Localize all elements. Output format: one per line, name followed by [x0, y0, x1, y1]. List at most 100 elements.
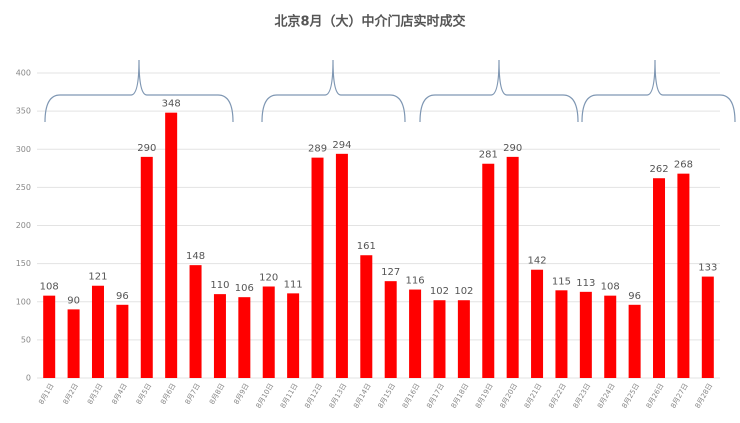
- value-label: 294: [332, 140, 351, 151]
- value-label: 113: [576, 278, 595, 289]
- value-label: 290: [503, 143, 522, 154]
- y-tick-label: 350: [16, 107, 31, 116]
- x-tick-label: 8月4日: [110, 382, 128, 406]
- chart-title: 北京8月（大）中介门店实时成交: [274, 14, 465, 30]
- x-tick-label: 8月27日: [669, 382, 690, 410]
- bar: [604, 295, 617, 378]
- x-tick-label: 8月10日: [255, 382, 276, 410]
- bar: [116, 304, 129, 378]
- bar: [140, 156, 153, 378]
- value-label: 127: [381, 267, 400, 278]
- value-label: 96: [628, 291, 641, 302]
- x-tick-label: 8月11日: [279, 382, 300, 410]
- bar: [213, 294, 226, 378]
- x-tick-label: 8月24日: [596, 382, 617, 410]
- x-tick-label: 8月20日: [499, 382, 520, 410]
- y-tick-label: 400: [16, 69, 31, 78]
- x-tick-label: 8月12日: [303, 382, 324, 410]
- bar: [531, 269, 544, 378]
- braces: [44, 59, 736, 123]
- bar: [409, 289, 422, 378]
- bar: [482, 163, 495, 378]
- value-label: 148: [186, 251, 205, 262]
- brace: [44, 59, 234, 123]
- x-tick-label: 8月18日: [450, 382, 471, 410]
- brace: [581, 59, 736, 123]
- bar: [189, 265, 202, 378]
- y-tick-label: 50: [21, 335, 31, 344]
- value-label: 348: [162, 99, 181, 110]
- x-tick-label: 8月15日: [377, 382, 398, 410]
- value-label: 289: [308, 144, 327, 155]
- x-tick-label: 8月22日: [547, 382, 568, 410]
- bar: [384, 281, 397, 378]
- brace: [261, 59, 406, 123]
- x-tick-label: 8月13日: [328, 382, 349, 410]
- value-label: 102: [454, 286, 473, 297]
- x-tick-label: 8月6日: [159, 382, 177, 406]
- bar: [653, 178, 666, 378]
- x-tick-label: 8月16日: [401, 382, 422, 410]
- x-tick-label: 8月3日: [86, 382, 104, 406]
- y-tick-label: 200: [16, 221, 31, 230]
- bar: [701, 276, 714, 378]
- x-tick-label: 8月23日: [572, 382, 593, 410]
- brace: [419, 59, 579, 123]
- x-tick-label: 8月14日: [352, 382, 373, 410]
- bar: [165, 112, 178, 379]
- y-tick-label: 0: [26, 374, 31, 383]
- value-label: 108: [601, 282, 620, 293]
- y-tick-label: 300: [16, 145, 31, 154]
- value-label: 120: [259, 273, 278, 284]
- bar: [91, 285, 104, 378]
- y-tick-label: 250: [16, 183, 31, 192]
- value-label: 121: [88, 272, 107, 283]
- value-label: 281: [479, 150, 498, 161]
- x-tick-label: 8月8日: [208, 382, 226, 406]
- bar: [579, 291, 592, 378]
- x-tick-label: 8月26日: [645, 382, 666, 410]
- x-tick-label: 8月17日: [425, 382, 446, 410]
- x-tick-label: 8月28日: [694, 382, 715, 410]
- value-label: 161: [357, 241, 376, 252]
- bar: [555, 290, 568, 378]
- bar: [628, 304, 641, 378]
- bar: [67, 309, 80, 378]
- bar: [311, 157, 324, 378]
- y-tick-label: 150: [16, 259, 31, 268]
- value-label: 116: [406, 276, 425, 287]
- value-label: 106: [235, 283, 254, 294]
- value-label: 268: [674, 160, 693, 171]
- bar: [433, 300, 446, 378]
- value-label: 262: [649, 164, 668, 175]
- value-label: 290: [137, 143, 156, 154]
- y-tick-label: 100: [16, 297, 31, 306]
- x-tick-label: 8月25日: [620, 382, 641, 410]
- bar: [457, 300, 470, 378]
- value-label: 142: [528, 256, 547, 267]
- bar: [677, 173, 690, 378]
- bar: [238, 297, 251, 378]
- x-tick-label: 8月21日: [523, 382, 544, 410]
- value-label: 108: [40, 282, 59, 293]
- bar: [360, 255, 373, 378]
- x-tick-label: 8月19日: [474, 382, 495, 410]
- x-tick-label: 8月1日: [37, 382, 55, 406]
- bar: [262, 286, 275, 378]
- value-label: 102: [430, 286, 449, 297]
- x-tick-label: 8月7日: [184, 382, 202, 406]
- x-tick-label: 8月5日: [135, 382, 153, 406]
- bar: [287, 293, 300, 378]
- value-label: 110: [210, 280, 229, 291]
- value-label: 111: [284, 279, 303, 290]
- value-label: 133: [698, 263, 717, 274]
- bar: [506, 156, 519, 378]
- x-tick-label: 8月9日: [232, 382, 250, 406]
- value-label: 96: [116, 291, 129, 302]
- bar: [335, 153, 348, 378]
- value-label: 115: [552, 276, 571, 287]
- x-tick-label: 8月2日: [62, 382, 80, 406]
- bar: [43, 295, 56, 378]
- value-label: 90: [67, 295, 80, 306]
